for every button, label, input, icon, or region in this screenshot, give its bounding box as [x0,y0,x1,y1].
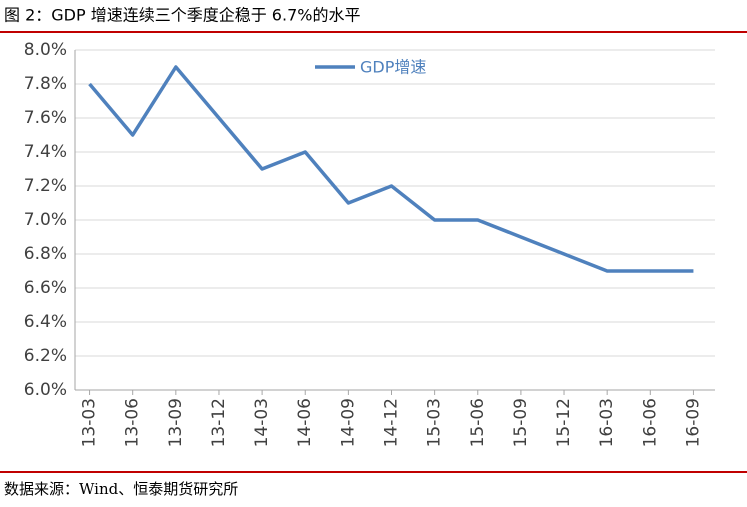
x-tick-label: 13-09 [166,398,186,447]
y-tick-label: 6.0% [24,380,67,400]
x-tick-label: 14-06 [295,398,315,447]
data-line [88,65,694,273]
y-tick-label: 7.4% [24,142,67,162]
x-tick-label: 14-09 [338,398,358,447]
y-tick-label: 7.0% [24,210,67,230]
y-tick-label: 6.2% [24,346,67,366]
x-tick-label: 16-09 [683,398,703,447]
x-tick-label: 13-03 [80,398,100,447]
x-tick-label: 16-03 [597,398,617,447]
x-tick-label: 15-03 [425,398,445,447]
x-tick-label: 14-12 [382,398,402,447]
y-tick-label: 6.8% [24,244,67,264]
x-tick-label: 16-06 [640,398,660,447]
x-tick-label: 13-06 [123,398,143,447]
legend-label: GDP增速 [360,58,426,77]
y-tick-label: 8.0% [24,40,67,60]
chart-title: 图 2：GDP 增速连续三个季度企稳于 6.7%的水平 [4,6,360,25]
y-tick-label: 6.4% [24,312,67,332]
y-tick-label: 7.8% [24,74,67,94]
x-tick-label: 15-12 [554,398,574,447]
y-tick-label: 6.6% [24,278,67,298]
x-tick-label: 13-12 [209,398,229,447]
x-tick-label: 14-03 [252,398,272,447]
x-tick-label: 15-06 [468,398,488,447]
y-tick-label: 7.2% [24,176,67,196]
x-tick-label: 15-09 [511,398,531,447]
y-tick-label: 7.6% [24,108,67,128]
source-note: 数据来源：Wind、恒泰期货研究所 [4,480,238,498]
